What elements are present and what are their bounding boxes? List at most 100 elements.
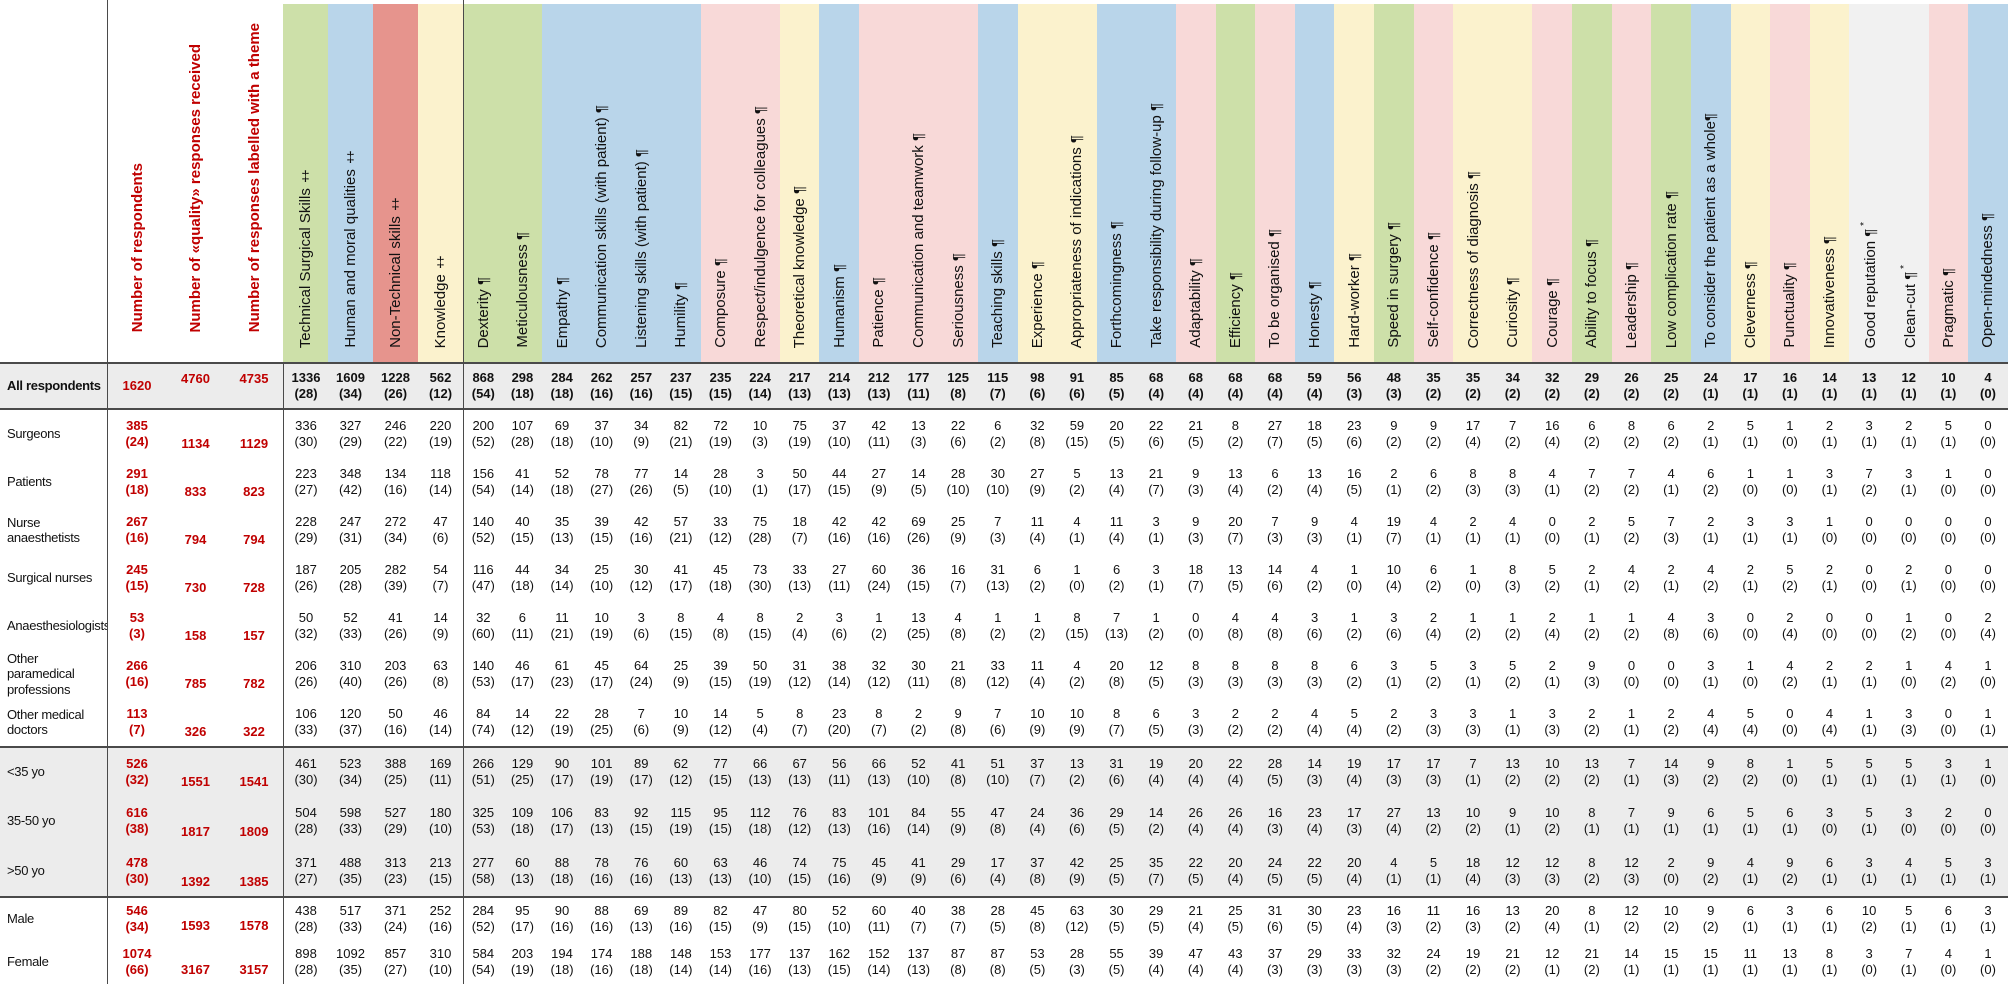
cell-r2-c1: 348 (42) <box>338 466 363 497</box>
cell-r3-c9: 57 (21) <box>669 514 693 545</box>
cell-r7-c10: 14 (12) <box>708 706 733 737</box>
cell-r9-c23: 26 (4) <box>1215 796 1256 846</box>
theme-column-header-label-37: Pragmatic ¶ <box>1939 268 1957 348</box>
cell-r7-c19: 10 (9) <box>1069 706 1085 737</box>
cell-r8-c4: 266 (51) <box>463 746 503 796</box>
cell-r10-c39: 3 (1) <box>1849 846 1889 896</box>
cell-r7-c11: 5 (4) <box>752 706 769 737</box>
cell-r8-c3: 169 (11) <box>418 746 463 796</box>
cell-r2-c15: 14 (5) <box>910 466 927 497</box>
cell-r3-c41: 0 (0) <box>1940 514 1957 545</box>
theme-column-header-26: Curiosity ¶ <box>1492 0 1533 364</box>
cell-r0-c13: 214 (13) <box>819 364 860 410</box>
cell-r8-c5: 129 (25) <box>502 746 543 796</box>
cell-r7-c28: 3 (3) <box>1425 706 1442 737</box>
cell-r0-c21: 68 (4) <box>1136 364 1176 410</box>
cell-r10-c37: 9 (2) <box>1770 846 1810 896</box>
cell-r1-c15: 13 (3) <box>910 418 927 449</box>
cell-r5-c9: 8 (15) <box>669 610 693 641</box>
cell-r11-respondents: 546 (34) <box>107 896 166 940</box>
cell-r0-c37: 16 (1) <box>1770 364 1810 410</box>
red-column-header-1: Number of «quality» responses received <box>166 0 225 364</box>
cell-r2-c20: 13 (4) <box>1108 466 1125 497</box>
cell-r1-c42: 0 (0) <box>1980 418 1996 449</box>
red-column-header-label-0: Number of respondents <box>128 162 146 332</box>
theme-column-header-label-5: Humility ¶ <box>672 282 690 348</box>
cell-r9-c11: 112 (18) <box>740 796 780 846</box>
cell-r12-c29: 19 (2) <box>1465 946 1481 977</box>
cell-r11-c5: 95 (17) <box>502 896 543 940</box>
cell-r8-c36: 8 (2) <box>1730 746 1771 796</box>
cell-r12-c17: 87 (8) <box>989 946 1006 977</box>
cell-r9-c34: 9 (1) <box>1651 796 1691 846</box>
red-column-header-label-2: Number of responses labelled with a them… <box>245 22 263 332</box>
cell-r3-c31: 0 (0) <box>1544 514 1561 545</box>
cell-r5-c26: 1 (2) <box>1346 610 1363 641</box>
cell-r11-c21: 29 (5) <box>1136 896 1176 940</box>
cell-r0-c10: 235 (15) <box>700 364 741 410</box>
cell-r8-c40: 5 (1) <box>1888 746 1929 796</box>
cell-r11-c31: 20 (4) <box>1532 896 1573 940</box>
cell-r4-c42: 0 (0) <box>1980 562 1996 593</box>
cell-r3-c22: 9 (3) <box>1187 514 1204 545</box>
cell-r5-c38: 0 (0) <box>1821 610 1838 641</box>
cell-r4-c31: 5 (2) <box>1544 562 1561 593</box>
cell-r8-c31: 10 (2) <box>1532 746 1573 796</box>
cell-r4-c28: 6 (2) <box>1425 562 1442 593</box>
cell-r9-c1: 598 (33) <box>328 796 373 846</box>
cell-r3-c13: 42 (16) <box>827 514 851 545</box>
cell-r1-c23: 8 (2) <box>1227 418 1244 449</box>
cell-r7-c25: 4 (4) <box>1306 706 1323 737</box>
cell-r10-c25: 22 (5) <box>1294 846 1335 896</box>
cell-r3-c16: 25 (9) <box>950 514 967 545</box>
cell-r0-c26: 56 (3) <box>1334 364 1375 410</box>
cell-r3-c1: 247 (31) <box>338 514 363 545</box>
row-label-8: <35 yo <box>0 746 107 796</box>
cell-r10-c7: 78 (16) <box>581 846 622 896</box>
theme-column-header-3: Communication skills (with patient) ¶ <box>581 0 622 364</box>
theme-column-header-label-3: Communication skills (with patient) ¶ <box>593 104 611 348</box>
cell-r12-c34: 15 (1) <box>1663 946 1680 977</box>
cell-r12-c21: 39 (4) <box>1148 946 1165 977</box>
cell-r2-c26: 16 (5) <box>1346 466 1363 497</box>
cell-r3-c25: 9 (3) <box>1306 514 1323 545</box>
cell-r6-c10: 39 (15) <box>708 658 733 689</box>
cell-r8-c39: 5 (1) <box>1849 746 1889 796</box>
cell-r1-c27: 9 (2) <box>1385 418 1402 449</box>
cell-r1-c31: 16 (4) <box>1544 418 1561 449</box>
cell-r7-c30: 1 (1) <box>1504 706 1521 737</box>
theme-column-header-label-4: Listening skills (with patient) ¶ <box>632 149 650 348</box>
cell-r9-c33: 7 (1) <box>1611 796 1652 846</box>
cell-r5-c6: 11 (21) <box>550 610 574 641</box>
summary-column-header-label-3: Knowledge ‡ <box>432 252 449 348</box>
theme-column-header-21: Honesty ¶ <box>1294 0 1335 364</box>
summary-column-header-label-1: Human and moral qualities ‡ <box>342 148 359 348</box>
cell-r4-c33: 4 (2) <box>1623 562 1640 593</box>
cell-r10-c42: 3 (1) <box>1968 846 2008 896</box>
row-label-2: Patients <box>7 474 52 490</box>
cell-r6-c13: 38 (14) <box>827 658 851 689</box>
cell-r11-c6: 90 (16) <box>542 896 582 940</box>
row-label-0: All respondents <box>0 364 107 410</box>
cell-r12-c37: 13 (1) <box>1781 946 1798 977</box>
cell-r5-c2: 41 (26) <box>383 610 408 641</box>
cell-r7-c14: 8 (7) <box>870 706 887 737</box>
cell-r3-c2: 272 (34) <box>383 514 408 545</box>
row-label-10: >50 yo <box>0 846 107 896</box>
cell-r5-c21: 1 (2) <box>1148 610 1165 641</box>
cell-r11-c38: 6 (1) <box>1809 896 1850 940</box>
cell-r5-c4: 32 (60) <box>463 602 503 650</box>
cell-r12-c24: 37 (3) <box>1267 946 1283 977</box>
cell-r3-c11: 75 (28) <box>748 514 772 545</box>
cell-r2-c31: 4 (1) <box>1544 466 1561 497</box>
theme-column-header-35: Good reputation ¶ * <box>1849 0 1889 364</box>
cell-r9-c29: 10 (2) <box>1453 796 1493 846</box>
cell-r12-c0: 898 (28) <box>283 940 328 984</box>
cell-r1-c5: 107 (28) <box>510 418 534 449</box>
theme-column-header-6: Composure ¶ <box>700 0 741 364</box>
theme-column-header-16: Forthcomingness ¶ <box>1096 0 1137 364</box>
cell-r12-c1: 1092 (35) <box>336 946 365 977</box>
cell-r6-c15: 30 (11) <box>907 658 930 689</box>
cell-r5-c33: 1 (2) <box>1623 610 1640 641</box>
